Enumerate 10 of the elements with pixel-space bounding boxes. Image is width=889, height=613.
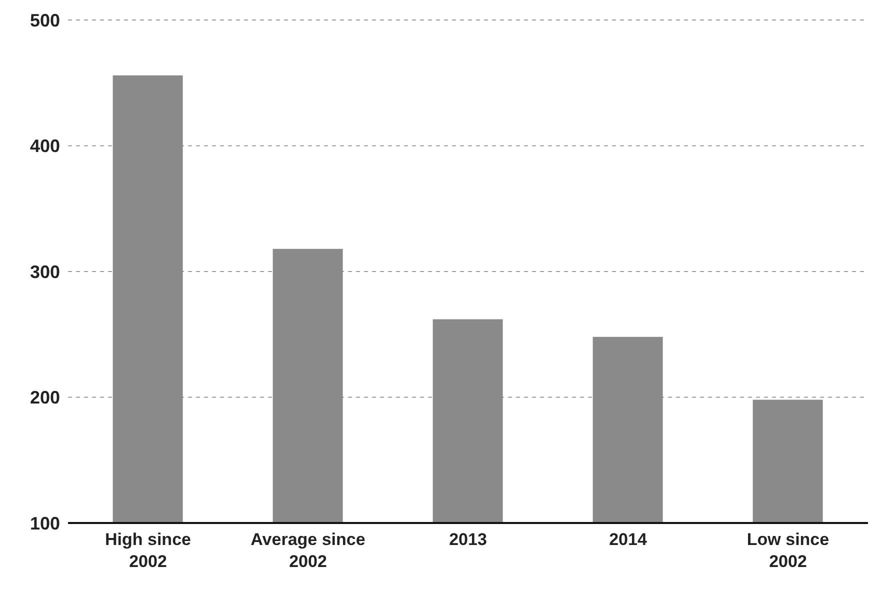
y-tick-label: 500 (30, 10, 60, 30)
y-tick-label: 400 (30, 136, 60, 156)
y-tick-label: 300 (30, 262, 60, 282)
y-tick-label: 100 (30, 513, 60, 534)
x-tick-label: 2013 (449, 530, 487, 549)
x-tick-label: 2014 (609, 530, 648, 549)
x-tick-label: Low since 2002 (746, 530, 830, 571)
x-tick-label: Average since 2002 (250, 530, 366, 571)
y-tick-label: 200 (30, 388, 60, 408)
x-tick-label: High since 2002 (105, 530, 191, 571)
